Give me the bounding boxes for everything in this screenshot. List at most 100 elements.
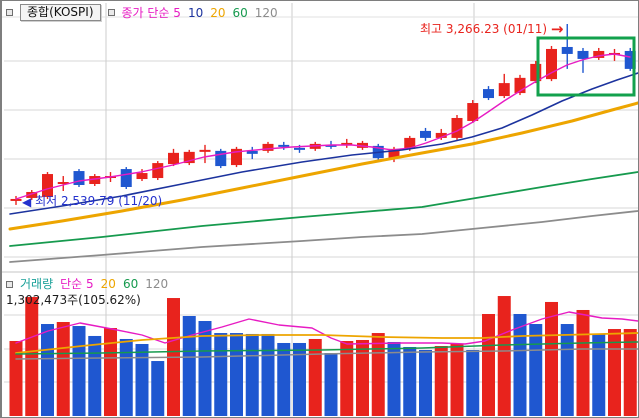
volume-bar [135,343,149,416]
legend-item: 60 [122,277,139,291]
ma20-line [8,101,638,231]
volume-bar [356,339,369,416]
candle-body [467,103,479,121]
legend-toggle-icon[interactable] [107,9,115,16]
legend-item: 120 [254,5,278,20]
volume-bar [277,342,291,416]
candle-body [168,152,179,165]
volume-bar [482,313,495,416]
volume-bar [560,324,574,416]
volume-bar [529,324,543,416]
symbol-title[interactable]: 종합(KOSPI) [20,4,101,21]
candle-body [10,198,22,201]
candle-body [215,150,227,167]
candle-body [231,148,242,166]
volume-bars [9,296,637,416]
price-legend: 종합(KOSPI) 종가 단순 5 10 20 60 120 [6,4,285,21]
volume-bar [545,301,558,416]
volume-bar [513,313,527,416]
volume-bar [419,350,432,416]
volume-bar [25,297,39,416]
volume-bar [608,329,621,416]
volume-bar [214,333,228,416]
candle-body [199,149,211,152]
volume-bar [308,338,322,416]
volume-ma-legend: 거래량 단순 5 20 60 120 [20,277,175,291]
vma5-line [15,311,638,345]
candle-body [561,46,573,54]
candle-body [246,150,258,154]
candle-body [420,130,431,138]
volume-bar [182,316,196,416]
candle-body [624,50,636,69]
volume-bar [293,342,306,416]
highlight-box [536,36,636,97]
volume-stats: 1,302,473주(105.62%) [6,293,141,307]
volume-bar [198,321,212,416]
candle-body [341,142,353,145]
volume-bar [434,345,448,416]
vma120-line [15,348,638,360]
legend-toggle-icon[interactable] [6,9,13,16]
gridlines [2,3,638,416]
candle-body [136,173,148,180]
candle-body [152,163,164,179]
candle-body [278,144,290,147]
volume-bar [497,296,511,416]
volume-bar [261,333,275,416]
candle-body [388,148,400,159]
volume-bar [88,335,102,416]
candle-body [483,89,494,99]
legend-item: 60 [232,5,248,20]
volume-bar [576,309,590,416]
annotation-high-text: 최고 3,266.23 (01/11) [420,22,548,36]
volume-bar [623,328,637,416]
volume-bar [119,338,133,416]
volume-bar [72,326,86,416]
ma120-line [9,210,638,263]
volume-bar [371,333,385,416]
candle-body [57,182,69,185]
volume-bar [466,350,480,416]
candle-body [73,171,85,186]
candle-body [120,169,132,187]
candle-body [435,132,447,138]
annotation-low-text: 최저 2,539.79 (11/20) [35,194,163,208]
legend-item: 종가 단순 5 [121,5,181,20]
volume-bar [340,340,354,416]
volume-bar [450,343,464,416]
right-arrow-icon: → [550,20,564,38]
volume-bar [403,346,417,416]
legend-item: 20 [100,277,116,291]
legend-item: 120 [145,277,169,291]
legend-toggle-icon[interactable] [6,280,13,288]
legend-item: 10 [187,5,204,20]
candle-body [262,143,274,151]
legend-item: 거래량 [20,277,54,291]
candle-body [42,174,53,197]
ma60-line [9,171,638,247]
left-arrow-icon: ◀ [22,195,32,209]
candle-body [498,83,510,97]
volume-bar [41,324,54,416]
volume-bar [230,333,243,416]
vma60-line [15,341,638,355]
volume-bar [387,341,401,416]
annotation-high: 최고 3,266.23 (01/11) → [420,20,564,38]
volume-legend: 거래량 단순 5 20 60 120 [6,277,175,291]
candle-body [183,151,195,164]
candle-body [26,191,38,198]
candle-body [593,50,605,58]
volume-bar [245,333,259,416]
annotation-low: ◀ 최저 2,539.79 (11/20) [22,192,162,209]
candle-body [530,63,542,82]
candle-body [451,117,463,138]
volume-bar [9,340,23,416]
candle-body [89,176,101,185]
volume-bar [324,353,338,416]
candle-body [546,48,557,80]
candle-body [325,144,337,147]
price-ma-legend: 종가 단순 5 10 20 60 120 [122,6,285,20]
